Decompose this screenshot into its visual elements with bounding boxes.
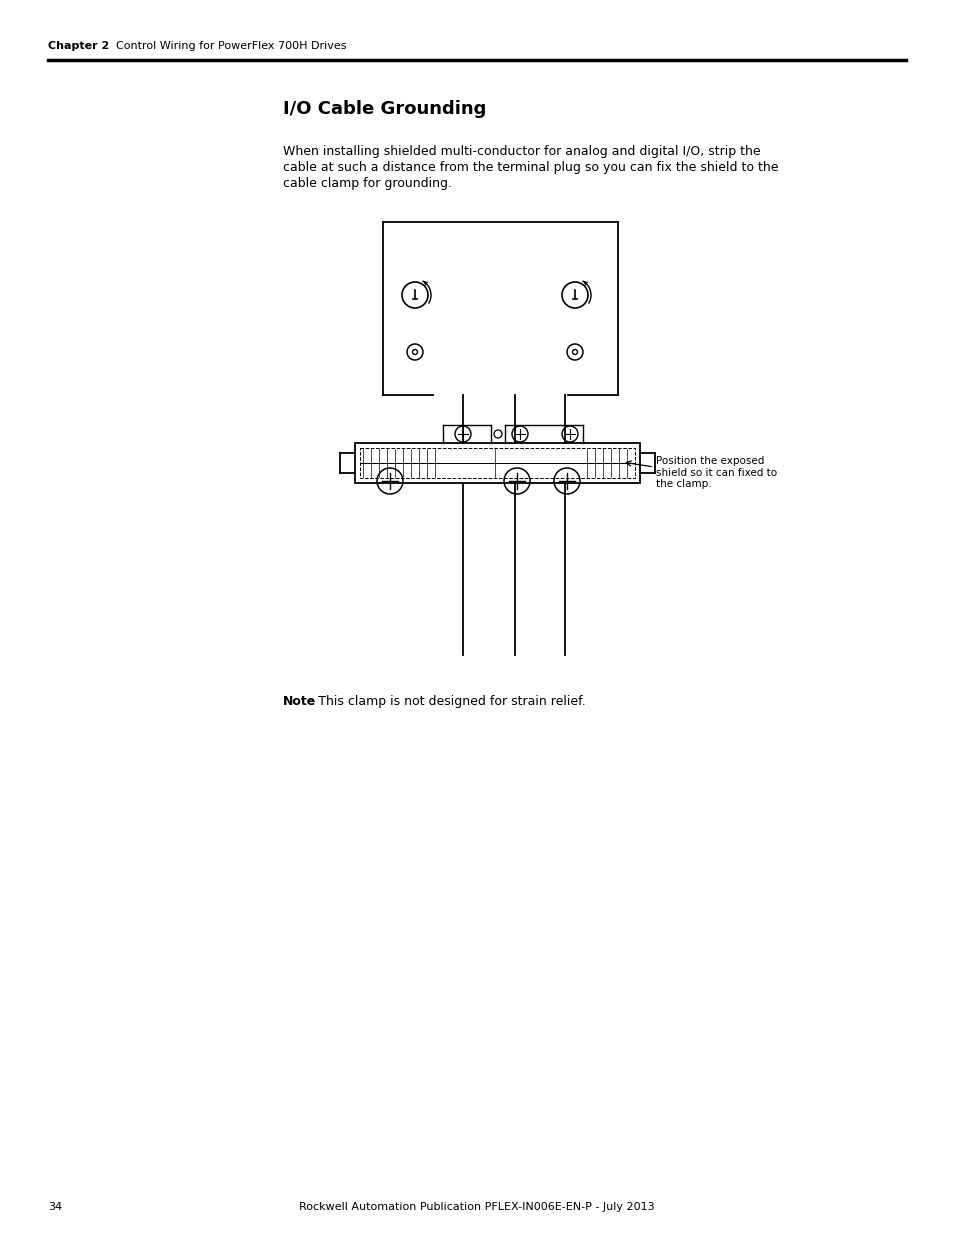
Text: Rockwell Automation Publication PFLEX-IN006E-EN-P - July 2013: Rockwell Automation Publication PFLEX-IN… [299,1202,654,1212]
Text: Note: Note [283,695,315,708]
Text: I/O Cable Grounding: I/O Cable Grounding [283,100,486,119]
Bar [355,443,639,483]
Text: Position the exposed
shield so it can fixed to
the clamp.: Position the exposed shield so it can fi… [656,456,777,489]
Text: Control Wiring for PowerFlex 700H Drives: Control Wiring for PowerFlex 700H Drives [116,41,346,51]
Text: When installing shielded multi-conductor for analog and digital I/O, strip the: When installing shielded multi-conductor… [283,144,760,158]
Text: : This clamp is not designed for strain relief.: : This clamp is not designed for strain … [310,695,585,708]
Text: 34: 34 [48,1202,62,1212]
Text: Chapter 2: Chapter 2 [48,41,110,51]
Text: cable at such a distance from the terminal plug so you can fix the shield to the: cable at such a distance from the termin… [283,161,778,174]
Bar [359,448,635,478]
Text: cable clamp for grounding.: cable clamp for grounding. [283,177,452,190]
